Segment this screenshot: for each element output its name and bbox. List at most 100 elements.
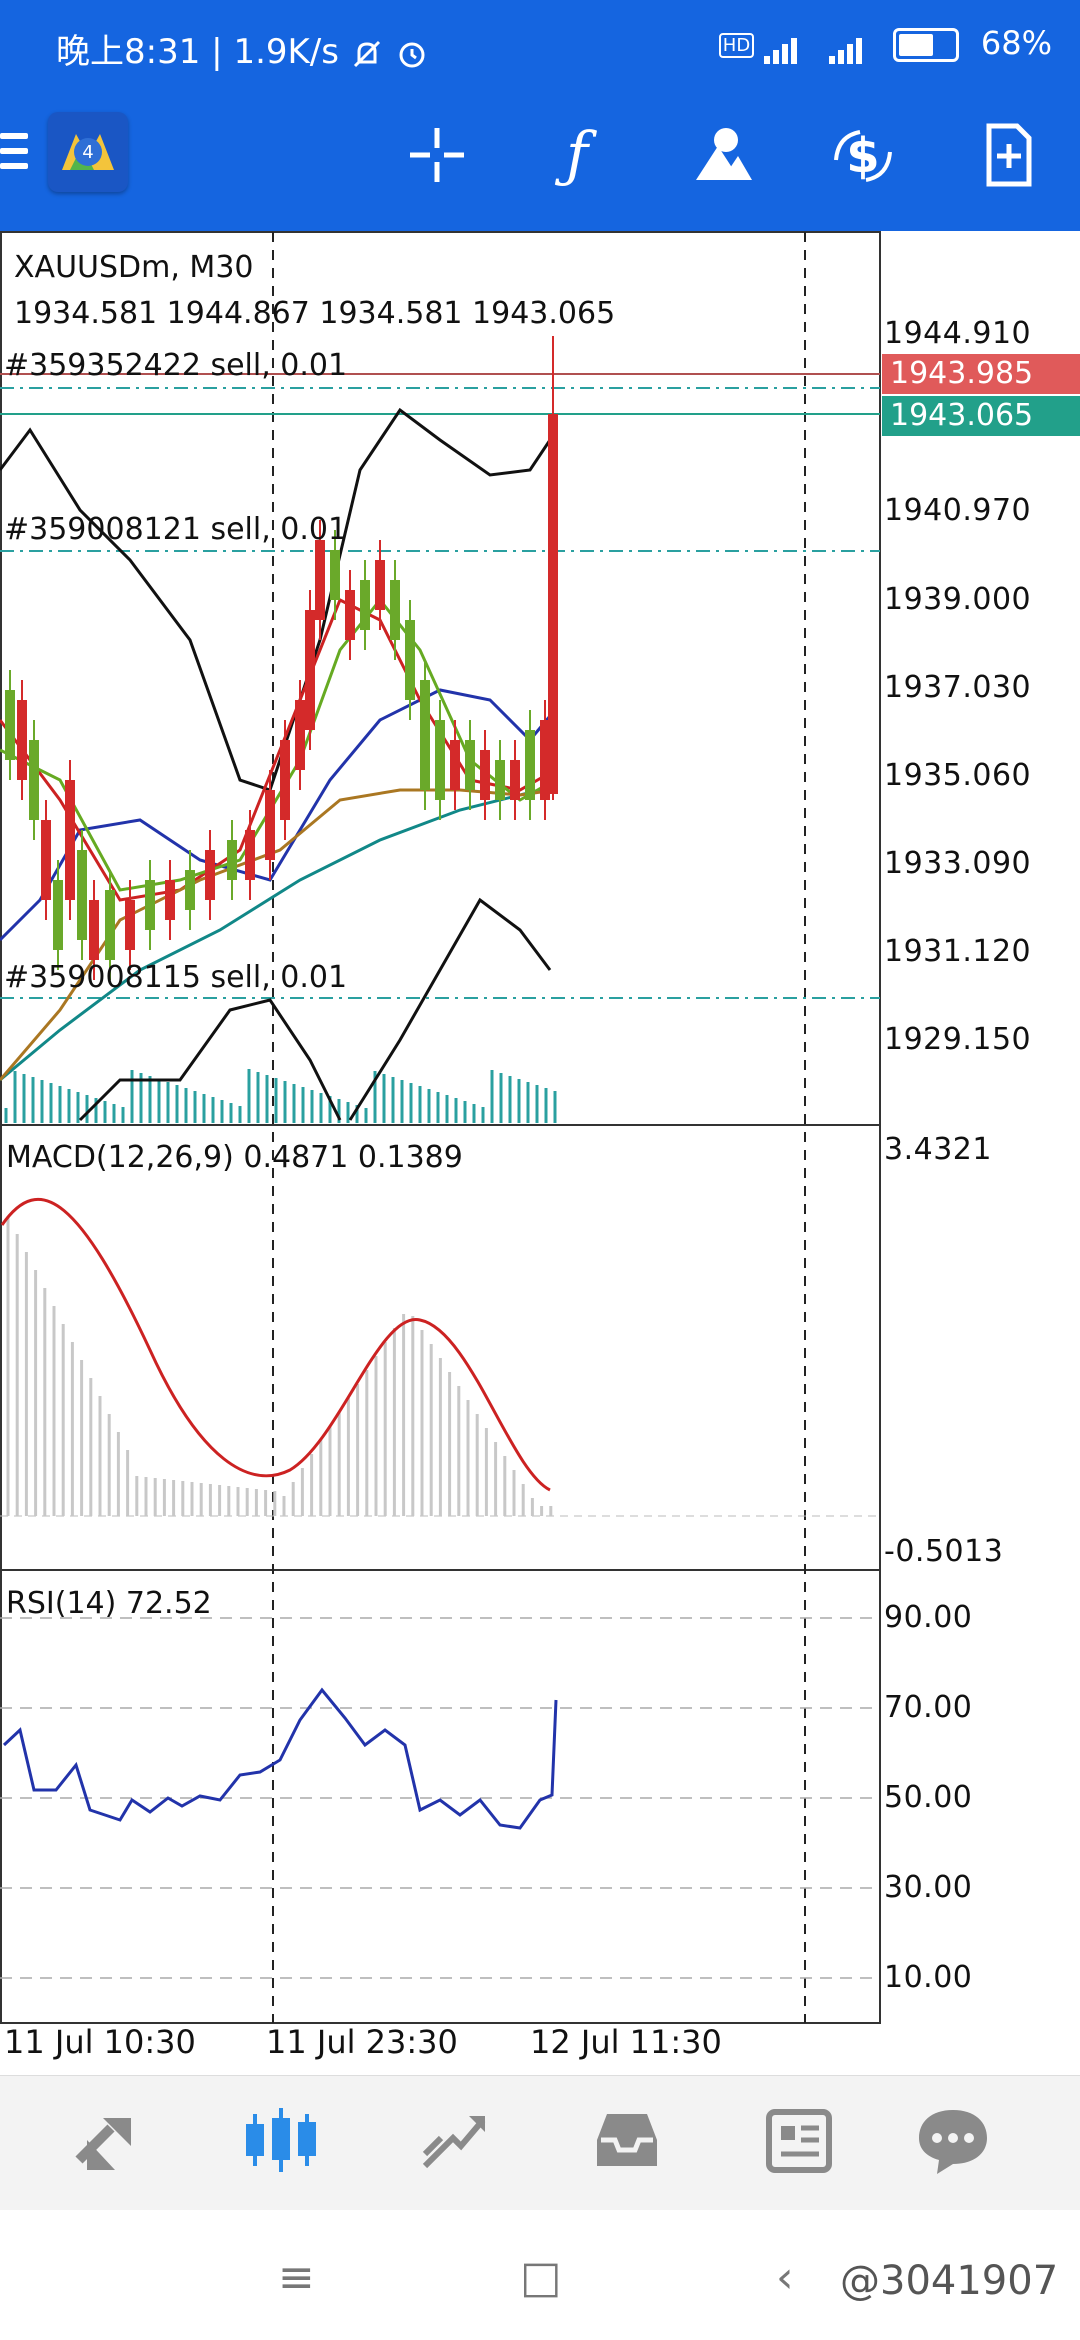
time-tick: 11 Jul 10:30	[4, 2023, 196, 2061]
candle-body	[360, 580, 370, 630]
app-logo-icon[interactable]: 4	[48, 112, 128, 192]
rsi-level: 30.00	[884, 1870, 973, 1905]
macd-max: 3.4321	[884, 1132, 992, 1167]
time-tick: 12 Jul 11:30	[530, 2023, 722, 2061]
watermark: @3041907	[840, 2258, 1059, 2304]
candle-body	[548, 414, 558, 794]
rsi-level: 50.00	[884, 1780, 973, 1815]
trade-trend-icon[interactable]	[408, 2100, 498, 2180]
price-tick: 1933.090	[884, 846, 1032, 881]
rsi-level: 70.00	[884, 1690, 973, 1725]
candle-body	[165, 880, 175, 920]
candle-body	[375, 560, 385, 610]
ask-price-tag: 1943.985	[882, 354, 1080, 394]
candle-body	[525, 730, 535, 800]
candle-body	[465, 740, 475, 790]
candle-body	[125, 900, 135, 950]
function-f-icon[interactable]: ƒ	[565, 120, 589, 190]
system-home-button[interactable]: □	[520, 2252, 562, 2303]
price-tick: 1944.910	[884, 316, 1032, 351]
candle-body	[330, 550, 340, 600]
candle-body	[205, 850, 215, 900]
crosshair-icon[interactable]	[397, 120, 477, 190]
svg-text:$: $	[846, 128, 879, 184]
candle-body	[5, 690, 15, 760]
candle-body	[295, 700, 305, 770]
price-tick: 1939.000	[884, 582, 1032, 617]
signal-icon-2	[828, 26, 865, 64]
rsi-label: RSI(14) 72.52	[6, 1586, 212, 1621]
bollinger-lower	[78, 998, 342, 1122]
candle-body	[450, 740, 460, 790]
shapes-icon[interactable]	[683, 120, 763, 190]
hd-badge: HD	[718, 32, 755, 58]
rsi-level: 10.00	[884, 1960, 973, 1995]
battery-icon	[892, 28, 959, 62]
inbox-history-icon[interactable]	[582, 2100, 672, 2180]
chat-bubble-icon[interactable]	[908, 2100, 998, 2180]
candle-body	[390, 580, 400, 640]
app-toolbar	[0, 96, 1080, 231]
order-label-2[interactable]: #359008121 sell, 0.01	[4, 512, 348, 547]
candle-body	[41, 820, 51, 900]
chart-ohlc: 1934.581 1944.867 1934.581 1943.065	[14, 296, 616, 331]
system-menu-button[interactable]: ≡	[278, 2252, 315, 2303]
price-tick: 1931.120	[884, 934, 1032, 969]
candle-body	[345, 590, 355, 640]
candle-body	[540, 720, 550, 800]
bid-price-tag: 1943.065	[882, 396, 1080, 436]
bell-off-icon	[353, 40, 380, 67]
candle-body	[89, 900, 99, 960]
price-tick: 1935.060	[884, 758, 1032, 793]
status-time: 晚上8:31	[56, 32, 201, 72]
system-navigation	[0, 2210, 1080, 2340]
rsi-level: 90.00	[884, 1600, 973, 1635]
order-label-1[interactable]: #359352422 sell, 0.01	[4, 348, 348, 383]
candle-body	[65, 780, 75, 900]
candle-body	[17, 700, 27, 780]
candle-body	[53, 880, 63, 950]
new-document-icon[interactable]	[968, 120, 1048, 190]
alarm-icon	[399, 42, 425, 67]
price-chart[interactable]	[0, 231, 1080, 2031]
status-right: HD 68%	[718, 24, 1052, 64]
net-speed: 1.9K/s	[233, 32, 339, 72]
system-back-button[interactable]: ‹	[776, 2252, 794, 2303]
price-tick: 1940.970	[884, 493, 1032, 528]
order-label-3[interactable]: #359008115 sell, 0.01	[4, 960, 348, 995]
status-left: 晚上8:31 | 1.9K/s	[56, 24, 429, 73]
battery-level: 68%	[980, 24, 1052, 62]
candle-body	[305, 610, 315, 730]
chart-symbol: XAUUSDm, M30	[14, 250, 254, 285]
candle-body	[105, 890, 115, 960]
macd-signal-line	[0, 1197, 551, 1492]
candle-body	[280, 740, 290, 820]
time-tick: 11 Jul 23:30	[266, 2023, 458, 2061]
candle-body	[480, 750, 490, 800]
macd-label: MACD(12,26,9) 0.4871 0.1389	[6, 1140, 463, 1175]
candle-body	[510, 760, 520, 800]
bottom-navigation	[0, 2075, 1080, 2211]
candle-body	[420, 680, 430, 790]
quotes-arrows-icon[interactable]	[64, 2100, 154, 2180]
candle-body	[185, 870, 195, 910]
news-icon[interactable]	[754, 2100, 844, 2180]
candle-body	[495, 760, 505, 800]
candle-body	[265, 790, 275, 860]
candle-body	[145, 880, 155, 930]
signal-icon	[764, 26, 800, 64]
bollinger-upper	[0, 407, 552, 792]
hamburger-menu-icon[interactable]	[0, 133, 28, 175]
price-tick: 1929.150	[884, 1022, 1032, 1057]
rsi-line	[2, 1687, 558, 1830]
dollar-exchange-icon[interactable]: $	[823, 120, 903, 190]
candle-body	[315, 540, 325, 620]
candlestick-chart-icon[interactable]	[236, 2100, 326, 2180]
macd-min: -0.5013	[884, 1534, 1004, 1569]
candle-body	[435, 720, 445, 800]
status-bar: 晚上8:31 | 1.9K/s HD 68%	[0, 0, 1080, 96]
bollinger-lower-2	[348, 897, 552, 1121]
rsi-panel-frame	[0, 1569, 881, 2024]
price-tick: 1937.030	[884, 670, 1032, 705]
svg-text:4: 4	[82, 142, 93, 163]
